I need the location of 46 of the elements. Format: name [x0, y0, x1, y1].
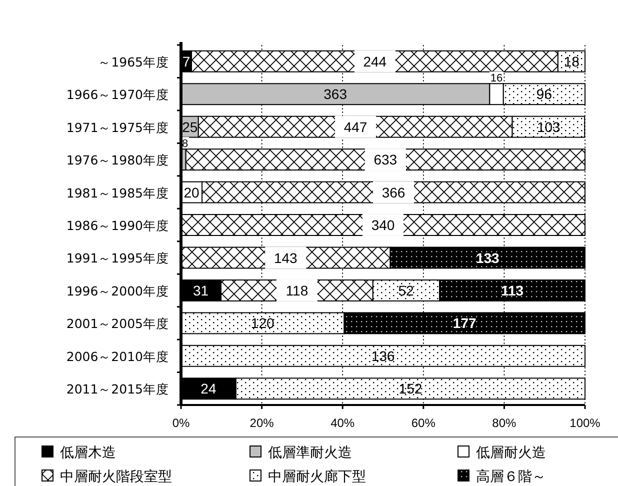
annotation: 7 [182, 53, 190, 70]
annotation: 20 [184, 184, 200, 200]
y-tick-label: 1976～1980年度 [66, 152, 169, 168]
annotation: 340 [371, 217, 395, 234]
y-tick-label: 1996～2000年度 [66, 283, 169, 298]
annotation: 118 [286, 282, 308, 298]
y-tick-label: 2011～2015年度 [66, 382, 169, 397]
annotation: 16 [490, 72, 503, 85]
annotation: 24 [200, 380, 216, 397]
x-tick-label: 40% [330, 416, 355, 430]
annotation: 447 [344, 118, 368, 135]
x-tick-label: 100% [570, 416, 601, 430]
annotation: 133 [476, 250, 500, 266]
annotation: 52 [398, 282, 414, 298]
annotation: 103 [536, 118, 561, 135]
annotation: 8 [182, 138, 188, 150]
annotation: 366 [382, 184, 406, 200]
y-tick-label: 1981～1985年度 [66, 185, 169, 200]
annotation: 363 [324, 86, 348, 102]
x-tick-label: 60% [411, 416, 436, 430]
y-tick-label: ～1965年度 [98, 54, 169, 70]
x-tick-label: 80% [492, 416, 517, 430]
x-tick-label: 0% [172, 416, 190, 430]
annotation: 31 [193, 282, 209, 298]
legend-label: 高層６階～ [476, 469, 546, 485]
x-tick-label: 20% [250, 416, 274, 430]
y-tick-label: 1986～1990年度 [66, 218, 169, 233]
legend-label: 低層木造 [60, 445, 116, 461]
annotation: 120 [250, 315, 274, 332]
y-tick-label: 2006～2010年度 [66, 348, 169, 364]
y-tick-label: 2001～2005年度 [66, 316, 169, 332]
annotation: 152 [398, 380, 422, 397]
legend-label: 低層準耐火造 [268, 445, 352, 461]
annotation: 136 [371, 348, 395, 364]
annotation: 244 [363, 53, 387, 70]
y-tick-label: 1991～1995年度 [66, 250, 169, 266]
y-tick-label: 1966～1970年度 [66, 87, 169, 102]
legend-label: 中層耐火廊下型 [268, 469, 366, 485]
annotation: 177 [452, 315, 476, 332]
y-tick-label: 1971～1975年度 [66, 120, 169, 135]
annotation: 25 [182, 118, 198, 135]
legend-label: 中層耐火階段室型 [60, 469, 172, 485]
annotation: 113 [500, 282, 524, 298]
annotation: 633 [374, 152, 398, 168]
annotation: 143 [274, 250, 298, 266]
legend-label: 低層耐火造 [476, 445, 546, 461]
